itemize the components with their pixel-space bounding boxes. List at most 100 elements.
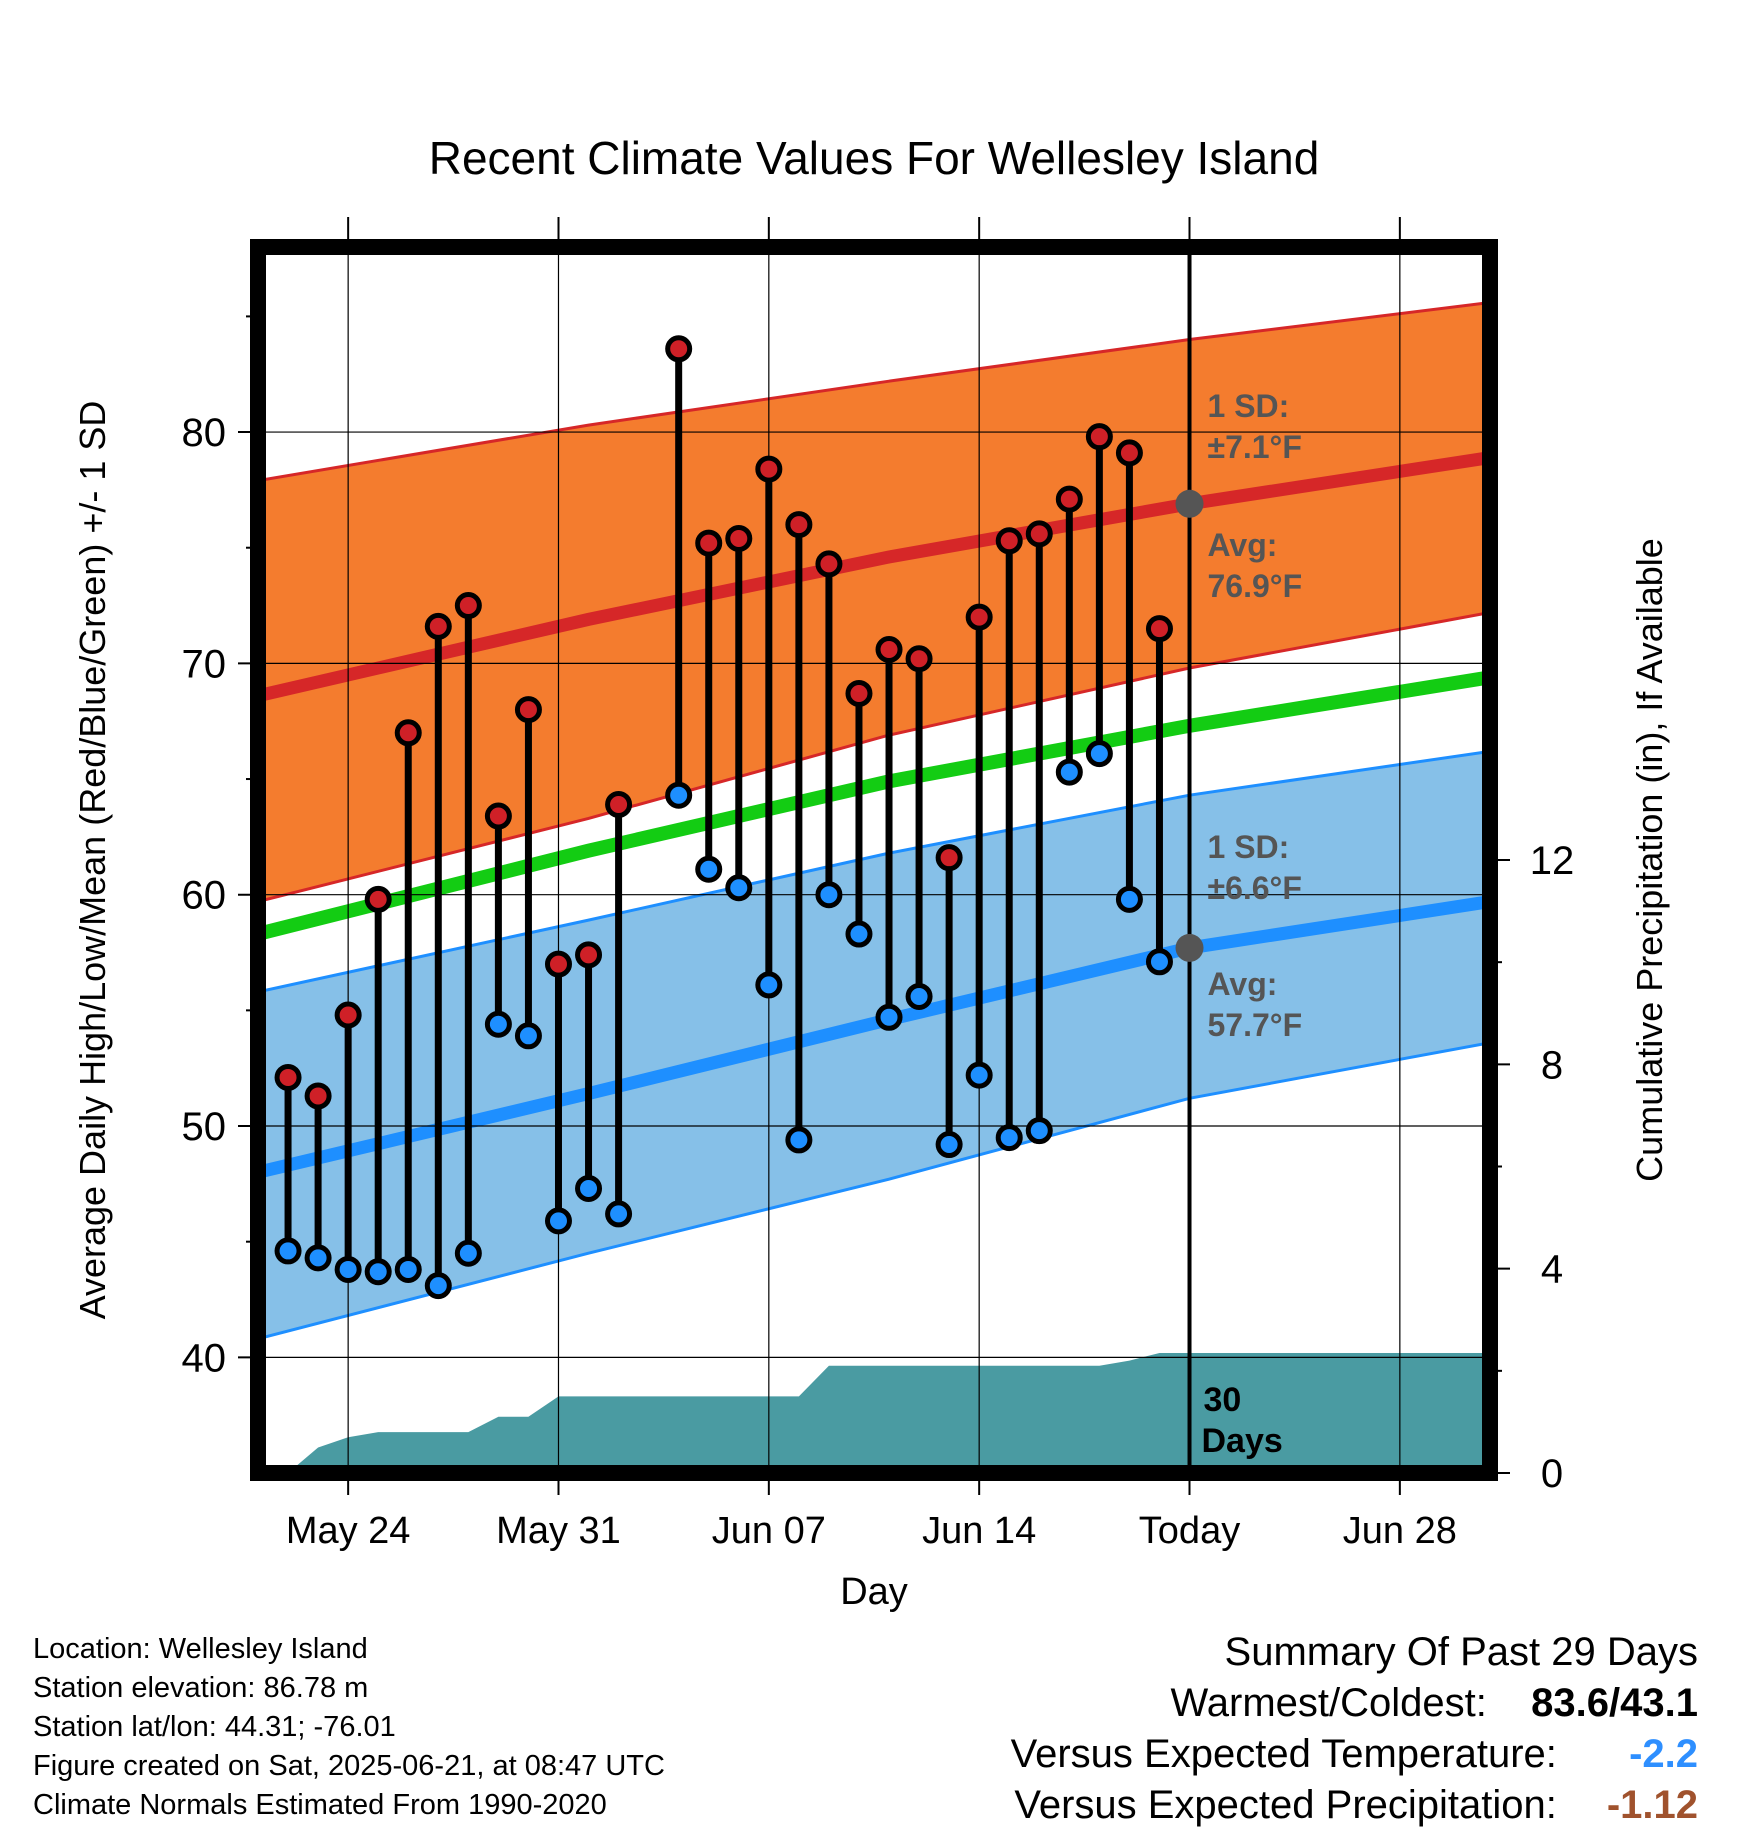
observed-high-point	[905, 645, 933, 673]
observed-high-point	[454, 592, 482, 620]
observed-low-point	[755, 971, 783, 999]
observed-low-point	[334, 1255, 362, 1283]
observed-low-point	[815, 881, 843, 909]
x-tick-label: Jun 14	[922, 1510, 1036, 1552]
observed-low-point	[965, 1061, 993, 1089]
observed-high-point	[665, 335, 693, 363]
observed-low-point	[364, 1258, 392, 1286]
high-avg-label: Avg:	[1208, 527, 1278, 563]
observed-high-point	[995, 527, 1023, 555]
high-sd-upper-line	[258, 301, 1490, 483]
observed-low-point	[695, 855, 723, 883]
observed-low-point	[845, 920, 873, 948]
y-tick-label: 60	[182, 874, 227, 918]
high-sd-label: 1 SD:	[1208, 388, 1290, 424]
observed-high-point	[1115, 439, 1143, 467]
y2-tick-label: 0	[1541, 1452, 1563, 1496]
temp-label: Versus Expected Temperature:	[1010, 1732, 1557, 1776]
y-tick-label: 80	[182, 411, 227, 455]
precip-label: Versus Expected Precipitation:	[1014, 1783, 1557, 1827]
observed-high-point	[1085, 423, 1113, 451]
observed-high-point	[424, 612, 452, 640]
elevation-text: Station elevation: 86.78 m	[33, 1672, 369, 1704]
chart-title: Recent Climate Values For Wellesley Isla…	[429, 132, 1320, 184]
observed-low-point	[304, 1244, 332, 1272]
observed-low-point	[274, 1237, 302, 1265]
low-sd-value: ±6.6°F	[1208, 870, 1302, 906]
observed-high-point	[304, 1082, 332, 1110]
low-sd-band	[258, 751, 1490, 1339]
warmest-coldest-label: Warmest/Coldest:	[1170, 1681, 1487, 1725]
observed-low-point	[454, 1239, 482, 1267]
today-avg-low-point	[1175, 933, 1204, 962]
x-tick-label: May 31	[496, 1510, 621, 1552]
observed-low-point	[1055, 758, 1083, 786]
y-tick-label: 70	[182, 642, 227, 686]
observed-high-point	[274, 1063, 302, 1091]
temp-value: -2.2	[1629, 1732, 1698, 1776]
y-tick-label: 40	[182, 1336, 227, 1380]
observed-low-point	[424, 1272, 452, 1300]
axes: 40 50 60 70 80 0 4 8 12 May 24 May 31 Jun 07 Jun 14 T…	[182, 217, 1575, 1552]
low-avg-value: 57.7°F	[1208, 1007, 1303, 1043]
observed-high-point	[1145, 615, 1173, 643]
precipitation-area	[258, 1353, 1490, 1473]
precip-value: -1.12	[1606, 1783, 1698, 1827]
y2-axis-label: Cumulative Precipitation (in), If Availa…	[1629, 538, 1670, 1182]
observed-low-point	[725, 874, 753, 902]
summary-title: Summary Of Past 29 Days	[1224, 1630, 1698, 1674]
observed-low-point	[1025, 1117, 1053, 1145]
days-count: 30	[1204, 1381, 1242, 1419]
observed-high-point	[605, 790, 633, 818]
normals-text: Climate Normals Estimated From 1990-2020	[33, 1789, 607, 1821]
observed-low-point	[1145, 948, 1173, 976]
observed-low-point	[514, 1022, 542, 1050]
observed-high-point	[544, 950, 572, 978]
observed-high-point	[575, 941, 603, 969]
created-text: Figure created on Sat, 2025-06-21, at 08…	[33, 1750, 665, 1782]
x-tick-label: May 24	[286, 1510, 411, 1552]
x-tick-label: Today	[1139, 1510, 1240, 1552]
observed-high-point	[695, 529, 723, 557]
high-sd-band	[258, 302, 1490, 902]
avg-high-line	[258, 451, 1490, 703]
observed-high-point	[364, 885, 392, 913]
x-tick-label: Jun 28	[1343, 1510, 1457, 1552]
y-tick-label: 50	[182, 1105, 227, 1149]
observed-low-point	[875, 1003, 903, 1031]
location-text: Location: Wellesley Island	[33, 1633, 368, 1665]
y2-tick-label: 12	[1530, 839, 1575, 883]
observed-high-point	[725, 524, 753, 552]
high-sd-value: ±7.1°F	[1208, 429, 1302, 465]
observed-high-point	[1055, 485, 1083, 513]
observed-low-point	[394, 1255, 422, 1283]
observed-low-point	[995, 1124, 1023, 1152]
observed-low-point	[575, 1174, 603, 1202]
observed-bars	[274, 335, 1173, 1300]
low-sd-label: 1 SD:	[1208, 829, 1290, 865]
station-info: Location: Wellesley Island Station eleva…	[33, 1630, 665, 1825]
observed-high-point	[845, 679, 873, 707]
y-axis-label: Average Daily High/Low/Mean (Red/Blue/Gr…	[72, 401, 113, 1320]
observed-high-point	[815, 550, 843, 578]
summary-precip: Versus Expected Precipitation: -1.12	[1011, 1780, 1698, 1831]
summary-warmest-coldest: Warmest/Coldest: 83.6/43.1	[1011, 1678, 1699, 1729]
climate-chart: Recent Climate Values For Wellesley Isla…	[72, 132, 1670, 1613]
observed-low-point	[484, 1010, 512, 1038]
observed-low-point	[605, 1200, 633, 1228]
observed-high-point	[334, 1001, 362, 1029]
high-avg-value: 76.9°F	[1208, 568, 1303, 604]
observed-low-point	[1115, 885, 1143, 913]
y2-tick-label: 4	[1541, 1248, 1563, 1292]
x-axis-label: Day	[840, 1571, 908, 1613]
observed-low-point	[785, 1126, 813, 1154]
observed-low-point	[1085, 740, 1113, 768]
observed-low-point	[665, 781, 693, 809]
observed-low-point	[935, 1131, 963, 1159]
observed-high-point	[965, 603, 993, 631]
low-avg-label: Avg:	[1208, 966, 1278, 1002]
observed-high-point	[394, 719, 422, 747]
observed-high-point	[755, 455, 783, 483]
y2-tick-label: 8	[1541, 1043, 1563, 1087]
latlon-text: Station lat/lon: 44.31; -76.01	[33, 1711, 396, 1743]
